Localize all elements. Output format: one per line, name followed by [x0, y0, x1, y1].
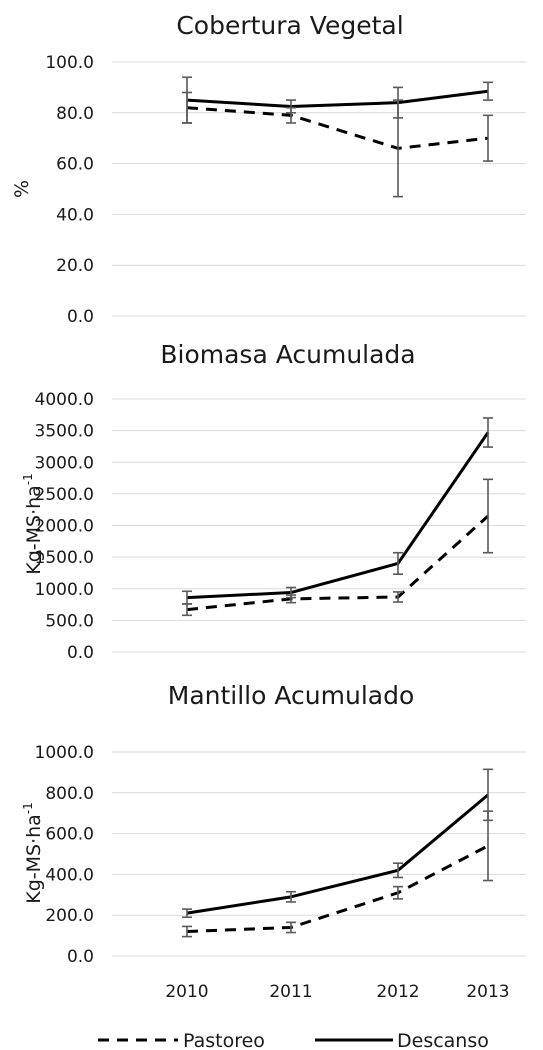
chart-title: Biomasa Acumulada	[160, 340, 415, 369]
chart-panel-2: Biomasa Acumulada Kg-MS·ha-1 0.0 500.0 1000.…	[21, 340, 526, 663]
chart-panels: Cobertura Vegetal% 0.0 20.0 40.0 60.0 80.0 100…	[11, 11, 526, 1002]
y-tick-label: 500.0	[45, 611, 94, 631]
y-axis-label: %	[11, 180, 33, 198]
y-tick-label: 200.0	[45, 906, 94, 926]
error-bar-pastoreo	[393, 885, 403, 900]
error-bar-descanso	[483, 81, 493, 101]
chart-title: Cobertura Vegetal	[176, 11, 403, 40]
y-tick-label: 4000.0	[35, 390, 94, 410]
legend-descanso-label: Descanso	[397, 1030, 489, 1050]
error-bar-pastoreo	[286, 921, 296, 934]
y-tick-label: 40.0	[56, 205, 94, 225]
legend: Pastoreo Descanso	[98, 1030, 489, 1050]
chart-panel-1: Cobertura Vegetal% 0.0 20.0 40.0 60.0 80.0 100…	[11, 11, 526, 327]
y-tick-label: 3500.0	[35, 422, 94, 442]
y-tick-label: 0.0	[67, 643, 94, 663]
series-line-descanso	[186, 793, 489, 915]
y-tick-label: 0.0	[67, 947, 94, 967]
y-tick-label: 1000.0	[35, 580, 94, 600]
y-tick-label: 600.0	[45, 825, 94, 845]
error-bar-descanso	[286, 890, 296, 903]
error-bar-descanso	[483, 768, 493, 822]
error-bar-descanso	[483, 417, 493, 448]
x-tick-label: 2012	[376, 982, 419, 1002]
y-tick-label: 400.0	[45, 865, 94, 885]
y-tick-label: 100.0	[45, 53, 94, 73]
error-bar-pastoreo	[393, 591, 403, 603]
error-bar-pastoreo	[483, 478, 493, 554]
legend-pastoreo-label: Pastoreo	[183, 1030, 265, 1050]
y-tick-label: 2500.0	[35, 485, 94, 505]
x-tick-label: 2010	[165, 982, 208, 1002]
error-bar-descanso	[393, 551, 403, 576]
y-tick-label: 1500.0	[35, 548, 94, 568]
y-axis-label: Kg-MS·ha-1	[21, 473, 45, 575]
series-line-descanso	[186, 431, 490, 600]
error-bar-pastoreo	[182, 925, 192, 938]
error-bar-descanso	[286, 99, 296, 114]
error-bar-descanso	[393, 862, 403, 879]
x-tick-label: 2013	[466, 982, 509, 1002]
error-bar-descanso	[286, 586, 296, 599]
series-line-descanso	[186, 89, 489, 108]
y-tick-label: 60.0	[56, 155, 94, 175]
error-bar-descanso	[393, 86, 403, 119]
y-tick-label: 20.0	[56, 256, 94, 276]
series-line-pastoreo	[186, 106, 489, 150]
error-bar-pastoreo	[483, 810, 493, 882]
error-bar-descanso	[182, 908, 192, 919]
y-tick-label: 800.0	[45, 784, 94, 804]
x-tick-label: 2011	[269, 982, 312, 1002]
y-axis-label: Kg-MS·ha-1	[21, 802, 45, 904]
y-tick-label: 3000.0	[35, 453, 94, 473]
y-tick-label: 80.0	[56, 104, 94, 124]
series-line-pastoreo	[186, 844, 489, 934]
chart-panel-3: Mantillo Acumulado Kg-MS·ha-1 0.0 200.0 400.…	[21, 681, 526, 1002]
error-bar-descanso	[182, 590, 192, 605]
series-line-pastoreo	[186, 514, 490, 612]
y-tick-label: 0.0	[67, 307, 94, 327]
chart-title: Mantillo Acumulado	[168, 681, 415, 710]
error-bar-pastoreo	[483, 114, 493, 162]
y-tick-label: 2000.0	[35, 517, 94, 537]
error-bar-descanso	[182, 76, 192, 124]
y-tick-label: 1000.0	[35, 743, 94, 763]
